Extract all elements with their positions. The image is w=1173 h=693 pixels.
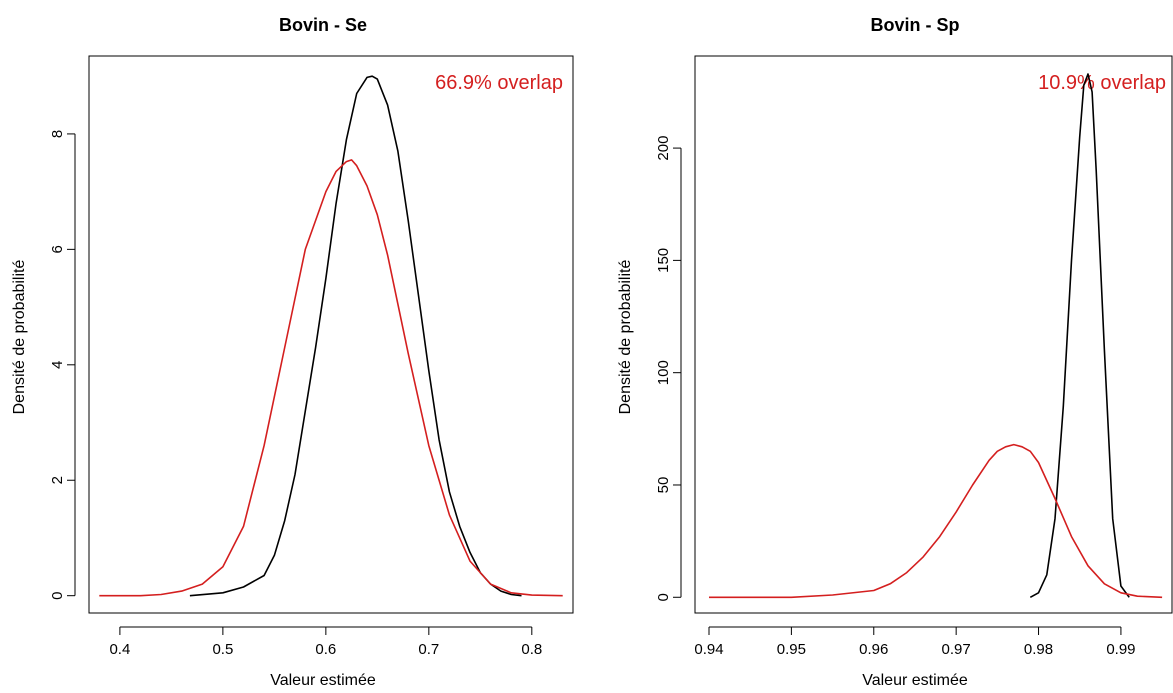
right-density-line-black [1029, 73, 1130, 599]
left-overlap-annotation: 66.9% overlap [435, 72, 563, 94]
right-x-tick-label: 0.96 [859, 641, 888, 658]
left-y-tick-label: 8 [49, 130, 66, 138]
right-x-ticks: 0.94 0.95 0.96 0.97 0.98 0.99 [694, 626, 1136, 658]
right-y-tick-label: 0 [655, 593, 672, 601]
right-y-ticks: 0 50 100 150 200 [655, 136, 682, 601]
right-y-tick-label: 50 [655, 477, 672, 494]
left-y-tick-label: 6 [49, 245, 66, 253]
left-x-tick-label: 0.5 [212, 641, 233, 658]
right-chart-title: Bovin - Sp [871, 15, 960, 35]
left-y-ticks: 0 2 4 6 8 [49, 130, 76, 600]
right-panel: Bovin - Sp Densité de probabilité Valeur… [617, 15, 1173, 689]
right-x-tick-label: 0.98 [1024, 641, 1053, 658]
left-density-line-black [189, 75, 522, 597]
left-x-tick-label: 0.6 [315, 641, 336, 658]
right-x-tick-label: 0.94 [694, 641, 723, 658]
right-x-tick-label: 0.95 [777, 641, 806, 658]
right-y-tick-label: 150 [655, 248, 672, 273]
right-y-tick-label: 100 [655, 360, 672, 385]
left-y-tick-label: 0 [49, 592, 66, 600]
right-plot-frame [694, 55, 1173, 614]
left-series-group [99, 75, 563, 597]
right-overlap-annotation: 10.9% overlap [1038, 72, 1166, 94]
right-density-line-red [709, 443, 1163, 599]
right-x-axis-label: Valeur estimée [862, 672, 968, 689]
left-x-axis-label: Valeur estimée [270, 672, 376, 689]
right-series-group [709, 73, 1163, 599]
left-x-tick-label: 0.8 [521, 641, 542, 658]
right-y-axis-label: Densité de probabilité [617, 260, 634, 415]
left-chart-title: Bovin - Se [279, 15, 367, 35]
right-x-tick-label: 0.99 [1106, 641, 1135, 658]
left-density-line-red [99, 159, 563, 597]
left-y-tick-label: 4 [49, 361, 66, 369]
right-y-tick-label: 200 [655, 136, 672, 161]
left-x-tick-label: 0.7 [418, 641, 439, 658]
left-y-tick-label: 2 [49, 476, 66, 484]
left-x-ticks: 0.4 0.5 0.6 0.7 0.8 [109, 626, 542, 658]
left-y-axis-label: Densité de probabilité [11, 260, 28, 415]
left-panel: Bovin - Se Densité de probabilité Valeur… [11, 15, 574, 689]
left-x-tick-label: 0.4 [109, 641, 130, 658]
left-plot-frame [88, 55, 574, 614]
right-x-tick-label: 0.97 [942, 641, 971, 658]
